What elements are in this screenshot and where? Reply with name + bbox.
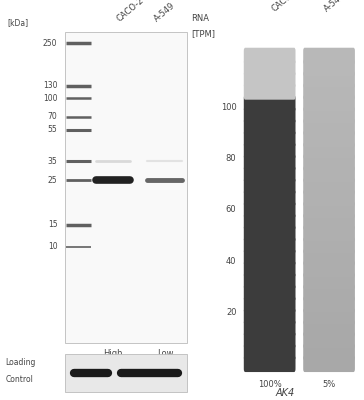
FancyBboxPatch shape [303,332,355,348]
Text: 55: 55 [48,125,58,134]
Text: CACO-2: CACO-2 [270,0,300,14]
Text: 100%: 100% [258,380,281,390]
FancyBboxPatch shape [303,237,355,254]
FancyBboxPatch shape [244,237,296,254]
FancyBboxPatch shape [244,107,296,123]
FancyBboxPatch shape [303,225,355,242]
FancyBboxPatch shape [244,225,296,242]
FancyBboxPatch shape [303,48,355,64]
FancyBboxPatch shape [244,95,296,112]
FancyBboxPatch shape [303,249,355,266]
Text: 5%: 5% [323,380,336,390]
FancyBboxPatch shape [303,154,355,171]
FancyBboxPatch shape [244,273,296,289]
Text: 40: 40 [226,257,237,266]
Text: 100: 100 [221,103,237,112]
FancyBboxPatch shape [303,190,355,206]
Text: 35: 35 [48,157,58,166]
FancyBboxPatch shape [303,83,355,100]
FancyBboxPatch shape [244,119,296,135]
Text: 130: 130 [43,81,58,90]
FancyBboxPatch shape [303,166,355,182]
FancyBboxPatch shape [244,83,296,100]
FancyBboxPatch shape [244,72,296,88]
FancyBboxPatch shape [244,142,296,159]
FancyBboxPatch shape [244,154,296,171]
FancyBboxPatch shape [244,344,296,360]
Text: 250: 250 [43,39,58,48]
FancyBboxPatch shape [244,284,296,301]
Text: 70: 70 [48,112,58,121]
FancyBboxPatch shape [244,249,296,266]
FancyBboxPatch shape [303,320,355,336]
Text: 10: 10 [48,242,58,252]
Text: A-549: A-549 [152,1,177,23]
Text: [TPM]: [TPM] [191,29,215,38]
Text: 100: 100 [43,94,58,103]
FancyBboxPatch shape [303,107,355,123]
Text: AK4: AK4 [276,388,295,398]
FancyBboxPatch shape [303,273,355,289]
FancyBboxPatch shape [303,119,355,135]
FancyBboxPatch shape [303,60,355,76]
Text: 80: 80 [226,154,237,163]
FancyBboxPatch shape [244,332,296,348]
Text: High: High [103,349,123,358]
FancyBboxPatch shape [65,32,187,343]
FancyBboxPatch shape [303,142,355,159]
FancyBboxPatch shape [303,214,355,230]
FancyBboxPatch shape [244,296,296,313]
FancyBboxPatch shape [244,190,296,206]
FancyBboxPatch shape [303,344,355,360]
FancyBboxPatch shape [303,356,355,372]
Text: 20: 20 [226,308,237,317]
FancyBboxPatch shape [65,354,187,392]
FancyBboxPatch shape [303,72,355,88]
FancyBboxPatch shape [244,60,296,76]
FancyBboxPatch shape [244,261,296,277]
FancyBboxPatch shape [303,261,355,277]
Text: A-549: A-549 [322,0,347,14]
FancyBboxPatch shape [244,48,296,64]
FancyBboxPatch shape [244,214,296,230]
FancyBboxPatch shape [244,308,296,325]
FancyBboxPatch shape [244,202,296,218]
Text: Loading: Loading [5,358,36,367]
Text: 15: 15 [48,220,58,230]
FancyBboxPatch shape [303,131,355,147]
Text: 60: 60 [226,205,237,214]
Text: Low: Low [157,349,173,358]
FancyBboxPatch shape [303,202,355,218]
FancyBboxPatch shape [303,95,355,112]
FancyBboxPatch shape [303,284,355,301]
FancyBboxPatch shape [244,356,296,372]
FancyBboxPatch shape [244,178,296,194]
FancyBboxPatch shape [244,166,296,182]
FancyBboxPatch shape [303,308,355,325]
FancyBboxPatch shape [244,320,296,336]
FancyBboxPatch shape [303,178,355,194]
FancyBboxPatch shape [303,296,355,313]
Text: CACO-2: CACO-2 [115,0,146,23]
Text: Control: Control [5,375,33,384]
FancyBboxPatch shape [244,131,296,147]
Text: [kDa]: [kDa] [7,18,28,27]
Text: RNA: RNA [191,14,209,23]
Text: 25: 25 [48,176,58,185]
